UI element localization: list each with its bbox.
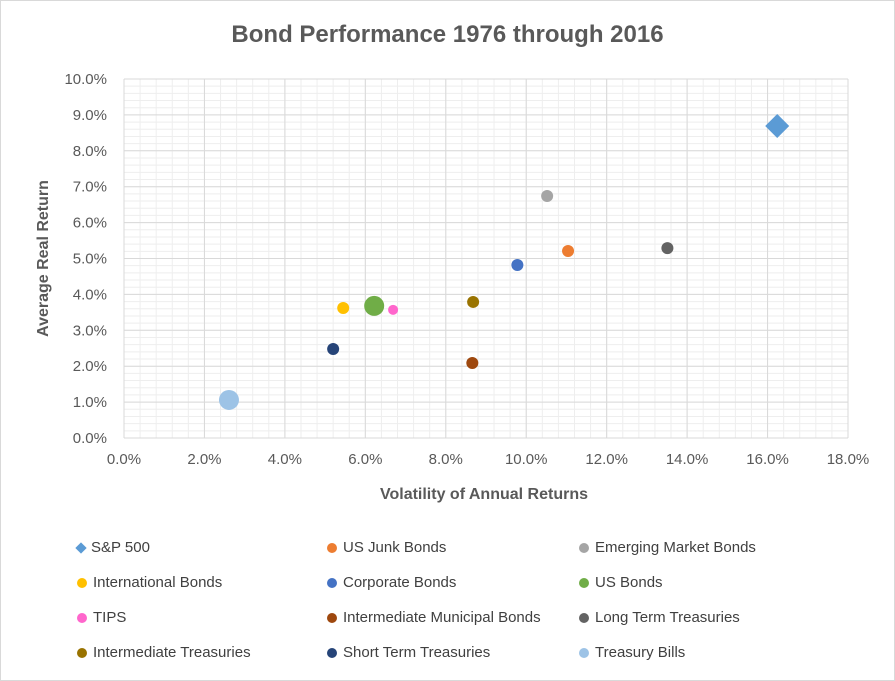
legend-entry: US Bonds bbox=[579, 574, 663, 591]
data-point-diamond bbox=[765, 114, 790, 139]
legend-entry: Treasury Bills bbox=[579, 644, 685, 661]
x-tick-label: 18.0% bbox=[827, 451, 870, 468]
y-tick-label: 3.0% bbox=[73, 322, 107, 339]
legend-entry: S&P 500 bbox=[75, 539, 150, 556]
x-tick-label: 10.0% bbox=[505, 451, 548, 468]
legend-marker-icon bbox=[579, 612, 589, 623]
x-tick-label: 12.0% bbox=[585, 451, 628, 468]
x-tick-label: 2.0% bbox=[187, 451, 221, 468]
data-point bbox=[364, 295, 385, 316]
data-point bbox=[466, 356, 479, 369]
x-tick-label: 0.0% bbox=[107, 451, 141, 468]
data-point bbox=[388, 304, 399, 315]
legend-label: US Bonds bbox=[595, 574, 663, 591]
x-tick-label: 8.0% bbox=[429, 451, 463, 468]
legend-entry: Short Term Treasuries bbox=[327, 644, 490, 661]
legend-label: International Bonds bbox=[93, 574, 223, 591]
x-tick-label: 16.0% bbox=[746, 451, 789, 468]
x-tick-label: 6.0% bbox=[348, 451, 382, 468]
chart-title: Bond Performance 1976 through 2016 bbox=[231, 21, 664, 48]
legend-label: TIPS bbox=[93, 609, 127, 626]
y-tick-label: 6.0% bbox=[73, 215, 107, 232]
legend-marker-icon bbox=[579, 542, 589, 553]
legend-label: S&P 500 bbox=[91, 539, 150, 556]
legend-entry: Emerging Market Bonds bbox=[579, 539, 756, 556]
data-point bbox=[562, 244, 575, 257]
data-point bbox=[218, 389, 239, 410]
data-point bbox=[337, 302, 350, 315]
y-tick-label: 2.0% bbox=[73, 358, 107, 375]
y-tick-label: 10.0% bbox=[64, 71, 107, 88]
legend-label: Long Term Treasuries bbox=[595, 609, 740, 626]
legend-label: Emerging Market Bonds bbox=[595, 539, 756, 556]
legend-label: US Junk Bonds bbox=[343, 539, 447, 556]
y-axis-label: Average Real Return bbox=[35, 180, 52, 337]
legend-entry: TIPS bbox=[77, 609, 126, 626]
legend-marker-icon bbox=[579, 577, 589, 588]
legend-entry: Long Term Treasuries bbox=[579, 609, 740, 626]
legend-entry: US Junk Bonds bbox=[327, 539, 446, 556]
data-point bbox=[511, 258, 524, 271]
y-tick-label: 0.0% bbox=[73, 430, 107, 447]
data-point bbox=[327, 342, 340, 355]
y-tick-label: 7.0% bbox=[73, 179, 107, 196]
legend-marker-icon bbox=[327, 542, 337, 553]
legend-entry: Corporate Bonds bbox=[327, 574, 456, 591]
legend-marker-icon bbox=[327, 647, 337, 658]
data-point bbox=[467, 295, 480, 308]
x-tick-label: 4.0% bbox=[268, 451, 302, 468]
legend-marker-icon bbox=[75, 541, 87, 554]
y-tick-label: 4.0% bbox=[73, 286, 107, 303]
legend-label: Treasury Bills bbox=[595, 644, 686, 661]
legend-label: Short Term Treasuries bbox=[343, 644, 491, 661]
legend-label: Corporate Bonds bbox=[343, 574, 457, 591]
legend-entry: International Bonds bbox=[77, 574, 222, 591]
legend-marker-icon bbox=[327, 577, 337, 588]
legend-marker-icon bbox=[579, 647, 589, 658]
y-tick-label: 1.0% bbox=[73, 394, 107, 411]
legend-entry: Intermediate Treasuries bbox=[77, 644, 251, 661]
legend-marker-icon bbox=[77, 647, 87, 658]
legend-marker-icon bbox=[77, 577, 87, 588]
data-point bbox=[661, 242, 674, 255]
legend-marker-icon bbox=[77, 612, 87, 623]
y-tick-label: 9.0% bbox=[73, 107, 107, 124]
y-tick-label: 5.0% bbox=[73, 251, 107, 268]
legend-label: Intermediate Treasuries bbox=[93, 644, 251, 661]
x-axis-label: Volatility of Annual Returns bbox=[380, 486, 588, 503]
x-tick-label: 14.0% bbox=[666, 451, 709, 468]
data-point bbox=[541, 190, 554, 203]
legend-entry: Intermediate Municipal Bonds bbox=[327, 609, 541, 626]
legend-marker-icon bbox=[327, 612, 337, 623]
y-tick-label: 8.0% bbox=[73, 143, 107, 160]
legend-label: Intermediate Municipal Bonds bbox=[343, 609, 541, 626]
